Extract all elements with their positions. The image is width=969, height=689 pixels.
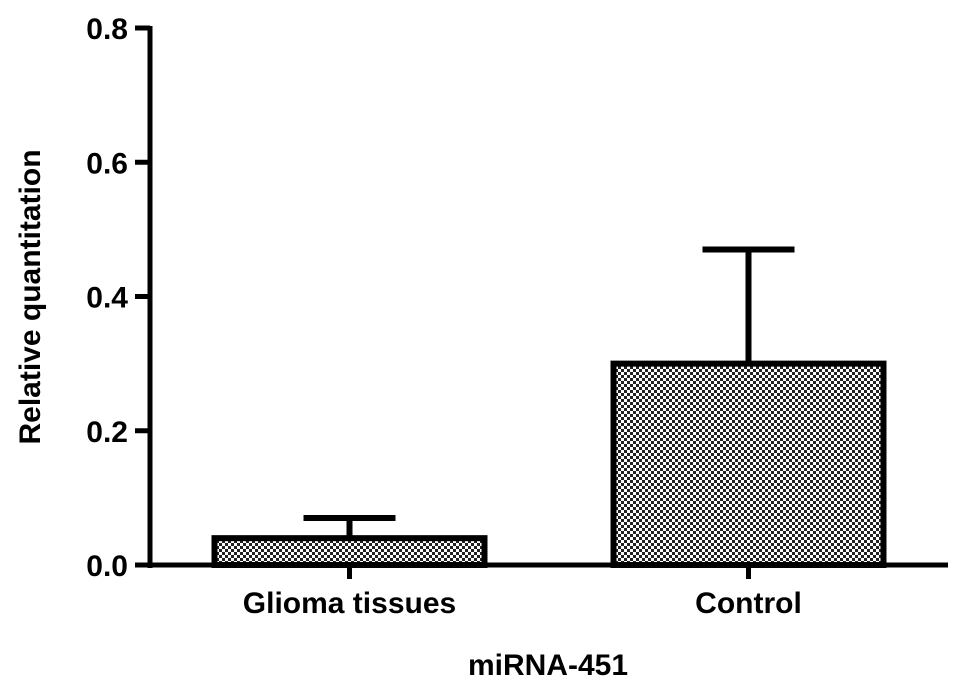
y-tick-label: 0.0 (86, 550, 128, 583)
y-tick-label: 0.4 (86, 282, 128, 315)
bar (610, 360, 887, 568)
y-tick-label: 0.8 (86, 13, 128, 46)
bars-layer (211, 360, 887, 569)
x-category-label: Control (695, 587, 802, 620)
bar (211, 535, 488, 569)
y-tick-label: 0.2 (86, 416, 128, 449)
x-axis-title: miRNA-451 (468, 649, 628, 682)
error-bars-layer (303, 246, 795, 539)
y-axis-title: Relative quantitation (14, 149, 47, 444)
y-tick-label: 0.6 (86, 147, 128, 180)
x-ticks: Glioma tissues Control (243, 565, 802, 620)
y-ticks: 0.0 0.2 0.4 0.6 0.8 (86, 13, 150, 583)
x-category-label: Glioma tissues (243, 587, 456, 620)
x-axis: Glioma tissues Control (148, 562, 948, 620)
y-axis: 0.0 0.2 0.4 0.6 0.8 (86, 13, 153, 583)
